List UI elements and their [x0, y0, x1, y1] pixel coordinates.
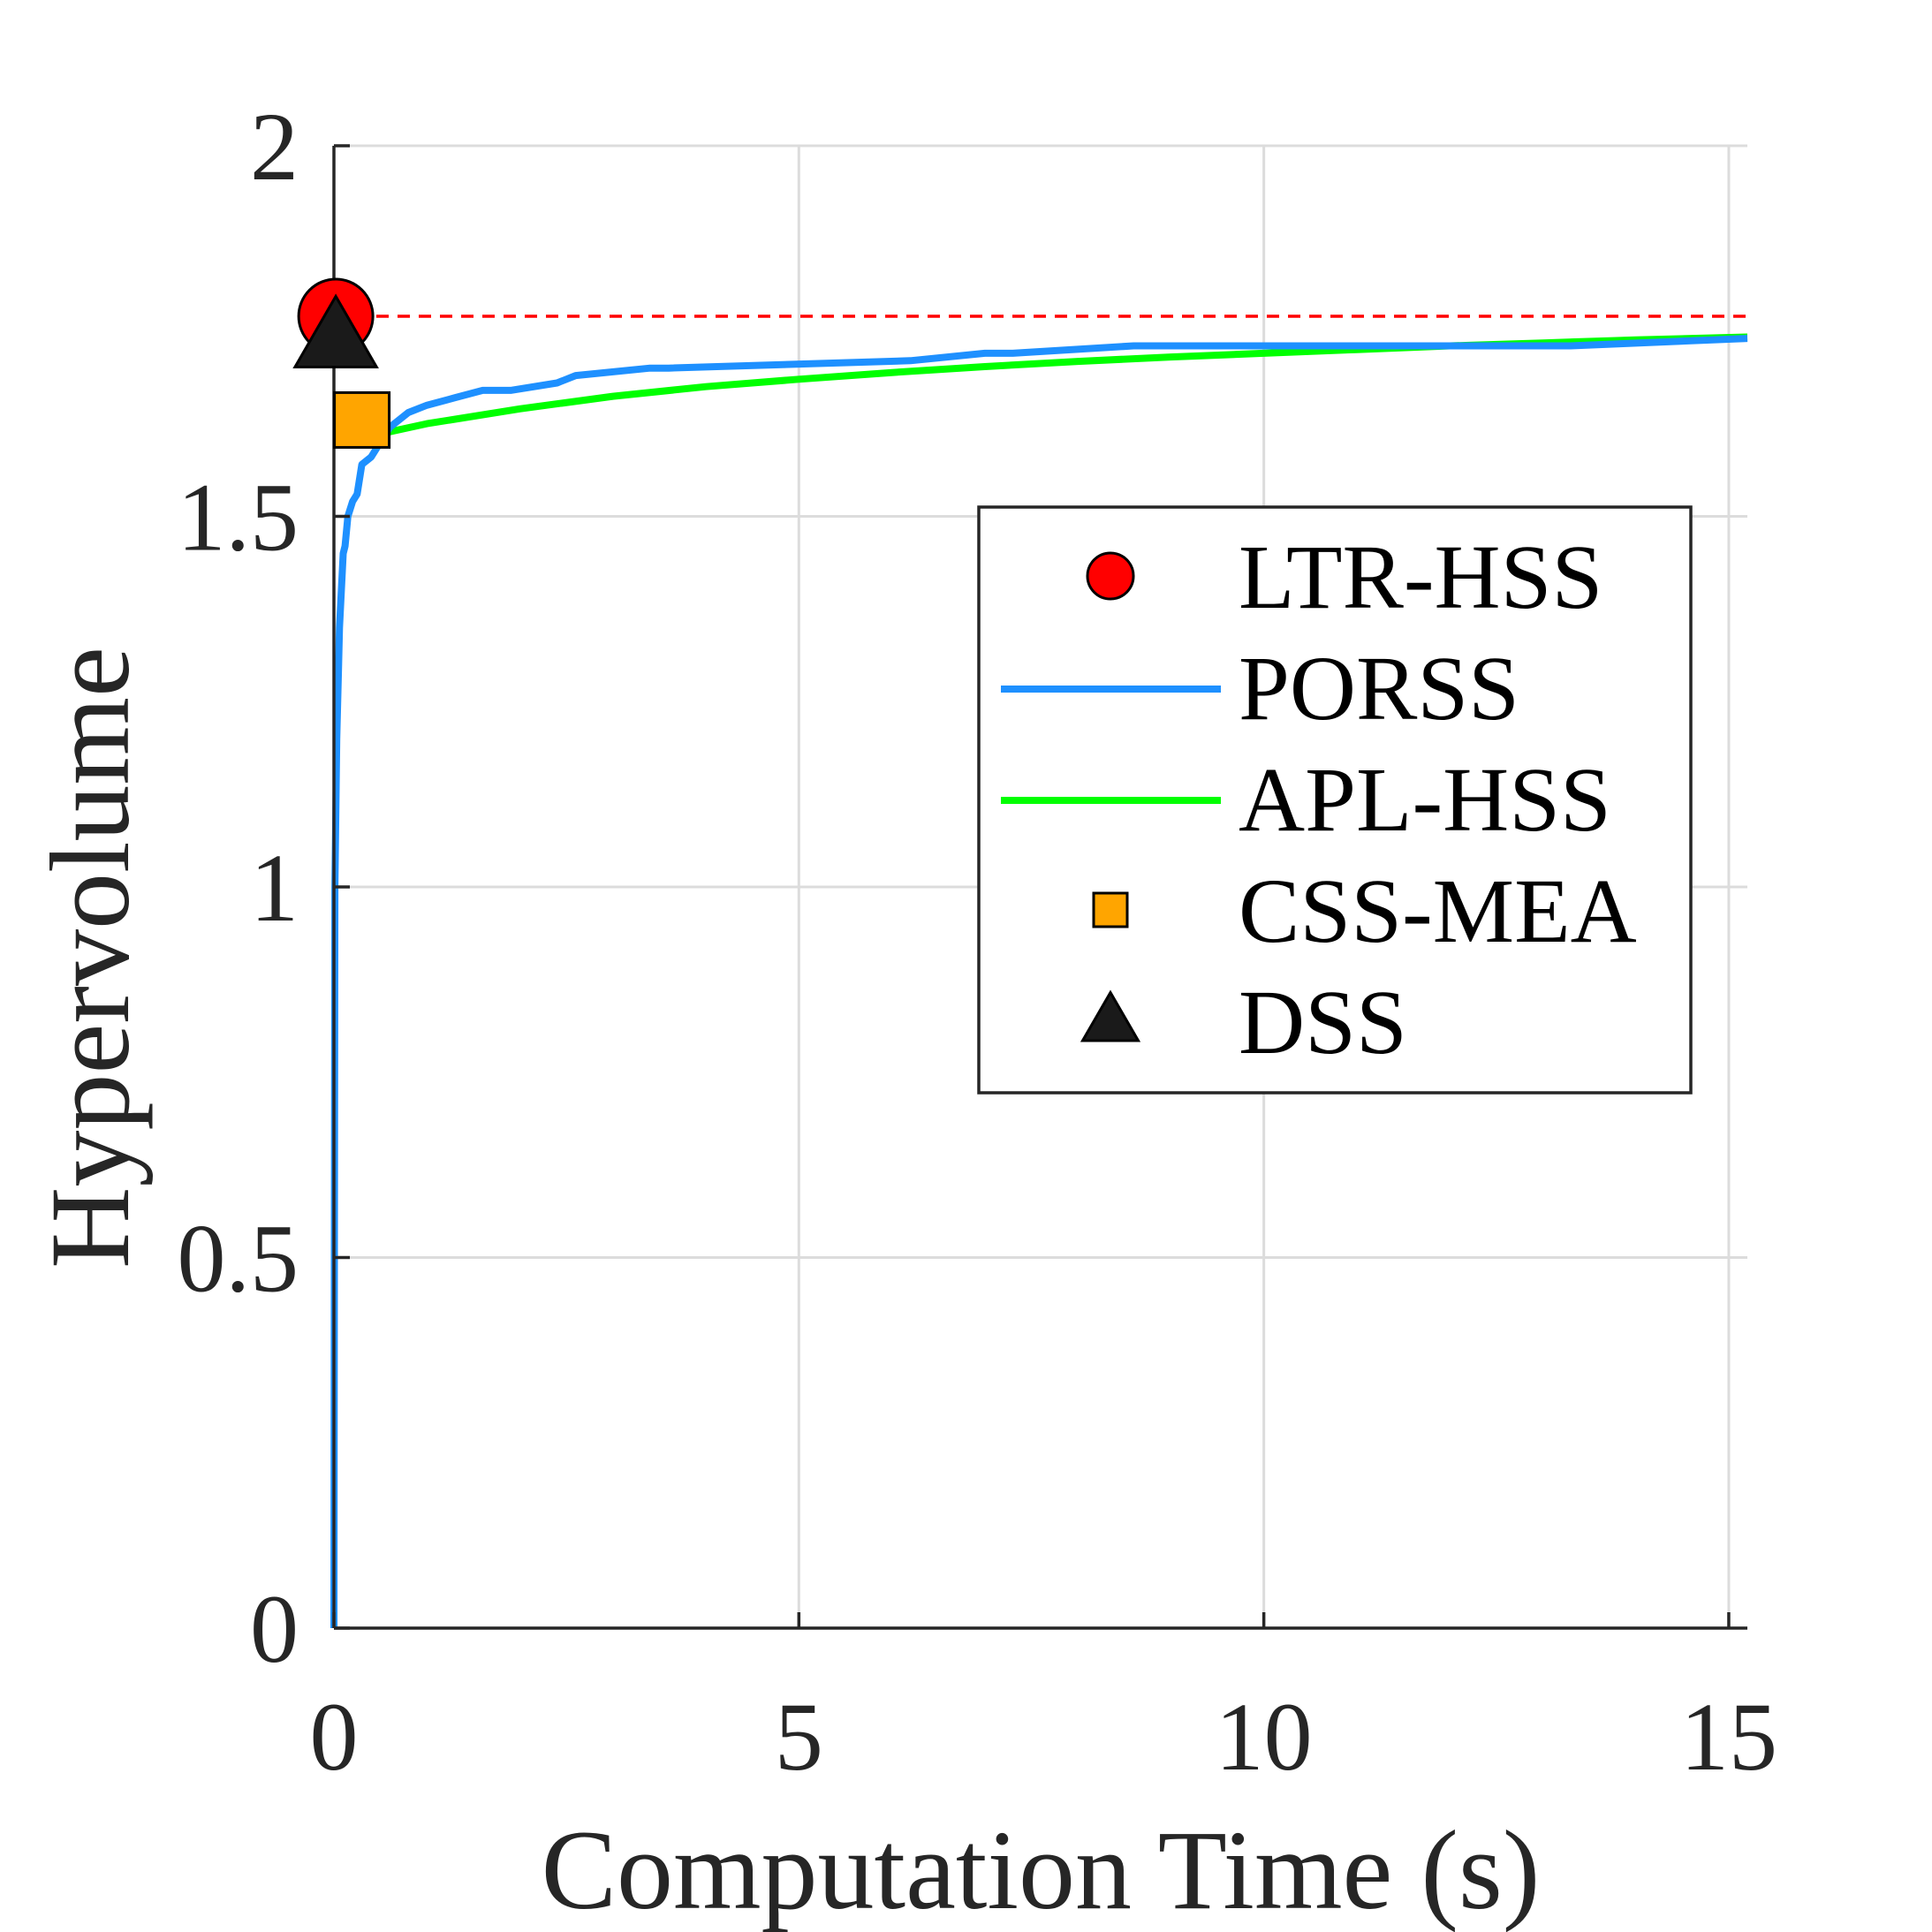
y-tick-label-0: 0	[250, 1575, 299, 1683]
tick-labels: 0 5 10 15 0 0.5 1 1.5 2	[178, 93, 1777, 1791]
legend-label-css-mea: CSS-MEA	[1239, 860, 1637, 962]
legend-label-apl-hss: APL-HSS	[1239, 749, 1611, 851]
y-axis-title: Hypervolume	[27, 647, 153, 1269]
marker-css-mea	[333, 390, 391, 449]
x-tick-label-3: 15	[1680, 1683, 1777, 1791]
legend-swatch-css-mea	[1092, 891, 1129, 928]
series-line-porss	[330, 335, 1748, 1629]
y-tick-label-3: 1.5	[178, 464, 299, 572]
x-tick-label-0: 0	[310, 1683, 359, 1791]
marker-dss	[292, 293, 379, 368]
x-axis-title: Computation Time (s)	[542, 1807, 1541, 1932]
legend-swatch-ltr-hss	[1086, 551, 1135, 601]
legend-label-porss: PORSS	[1239, 638, 1519, 739]
series-layer	[330, 333, 1748, 1629]
y-tick-label-1: 0.5	[178, 1205, 299, 1313]
y-tick-label-4: 2	[250, 93, 299, 201]
legend-swatch-dss	[1080, 989, 1141, 1042]
legend-label-dss: DSS	[1239, 972, 1407, 1073]
x-tick-label-2: 10	[1216, 1683, 1313, 1791]
x-tick-label-1: 5	[775, 1683, 823, 1791]
legend-label-ltr-hss: LTR-HSS	[1239, 527, 1602, 628]
marker-layer	[292, 277, 391, 449]
y-tick-label-2: 1	[250, 834, 299, 942]
